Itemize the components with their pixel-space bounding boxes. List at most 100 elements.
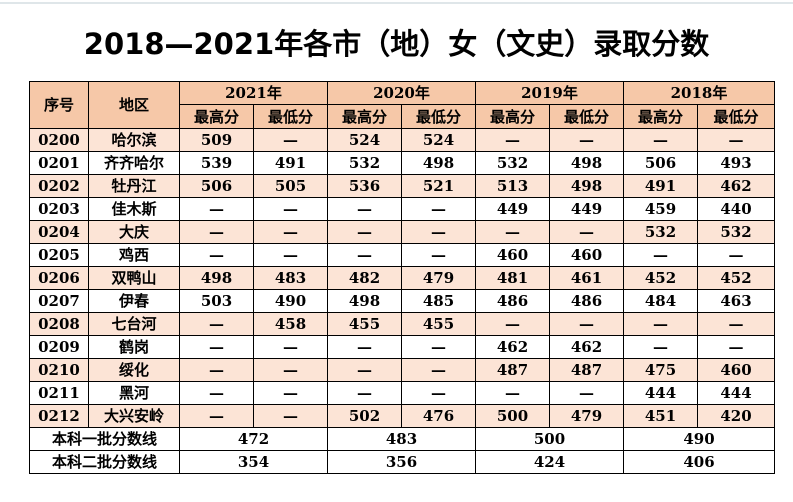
row-region: 绥化	[88, 358, 180, 382]
row-region: 七台河	[88, 312, 180, 336]
score-min: —	[253, 335, 328, 359]
row-region: 哈尔滨	[88, 128, 180, 152]
score-min: 458	[253, 312, 328, 336]
score-min: —	[697, 243, 775, 267]
score-min: 452	[697, 266, 775, 290]
score-max: 506	[179, 174, 254, 198]
score-max: 539	[179, 151, 254, 175]
row-region: 鹤岗	[88, 335, 180, 359]
row-region: 双鸭山	[88, 266, 180, 290]
row-region: 牡丹江	[88, 174, 180, 198]
score-max: —	[475, 312, 550, 336]
header-min: 最低分	[401, 104, 476, 129]
score-max: —	[623, 128, 698, 152]
score-max: 487	[475, 358, 550, 382]
score-max: —	[179, 197, 254, 221]
score-min: 460	[549, 243, 624, 267]
score-min: 490	[253, 289, 328, 313]
row-region: 黑河	[88, 381, 180, 405]
score-max: 532	[623, 220, 698, 244]
row-code: 0208	[29, 312, 89, 336]
score-min: 420	[697, 404, 775, 428]
score-max: —	[179, 358, 254, 382]
score-max: —	[623, 243, 698, 267]
score-min: 462	[549, 335, 624, 359]
score-min: —	[697, 312, 775, 336]
score-max: 509	[179, 128, 254, 152]
batch-line-value: 483	[327, 427, 476, 451]
score-min: —	[549, 381, 624, 405]
header-max: 最高分	[179, 104, 254, 129]
row-region: 伊春	[88, 289, 180, 313]
score-max: —	[327, 381, 402, 405]
score-max: —	[623, 335, 698, 359]
score-min: 455	[401, 312, 476, 336]
table-row: 0204 大庆 — — — — — —532 532	[29, 220, 775, 244]
score-max: —	[179, 381, 254, 405]
header-max: 最高分	[327, 104, 402, 129]
score-min: 483	[253, 266, 328, 290]
header-min: 最低分	[549, 104, 624, 129]
score-max: —	[327, 335, 402, 359]
row-code: 0209	[29, 335, 89, 359]
score-max: 460	[475, 243, 550, 267]
row-code: 0200	[29, 128, 89, 152]
batch-line-value: 490	[623, 427, 775, 451]
score-min: 460	[697, 358, 775, 382]
score-min: —	[549, 312, 624, 336]
score-max: —	[327, 220, 402, 244]
score-max: —	[475, 381, 550, 405]
score-max: 506	[623, 151, 698, 175]
score-max: 482	[327, 266, 402, 290]
table-row: 0209 鹤岗 — — — —462 462— —	[29, 335, 775, 359]
score-max: 484	[623, 289, 698, 313]
score-max: 462	[475, 335, 550, 359]
table-row: 0203 佳木斯 — — — —449 449 459 440	[29, 197, 775, 221]
score-max: 486	[475, 289, 550, 313]
score-min: 461	[549, 266, 624, 290]
batch-line-value: 354	[179, 450, 328, 474]
score-max: 491	[623, 174, 698, 198]
table-row: 0207 伊春 503 490 498 485 486 486 484 463	[29, 289, 775, 313]
score-min: 498	[549, 151, 624, 175]
batch-line-label: 本科一批分数线	[29, 427, 180, 451]
row-code: 0205	[29, 243, 89, 267]
header-year-2018: 2018年	[623, 81, 775, 105]
batch-line-value: 406	[623, 450, 775, 474]
score-max: 455	[327, 312, 402, 336]
batch-line-row: 本科二批分数线 354 356 424 406	[29, 450, 775, 474]
row-region: 大庆	[88, 220, 180, 244]
score-max: 536	[327, 174, 402, 198]
row-code: 0203	[29, 197, 89, 221]
table-row: 0212 大兴安岭 — —502 476 500 479 451 420	[29, 404, 775, 428]
score-min: —	[253, 243, 328, 267]
table-row: 0201 齐齐哈尔 539 491 532 498 532 498 506 493	[29, 151, 775, 175]
score-min: —	[401, 358, 476, 382]
score-min: —	[253, 197, 328, 221]
score-min: 532	[697, 220, 775, 244]
score-max: 500	[475, 404, 550, 428]
row-code: 0202	[29, 174, 89, 198]
score-max: 524	[327, 128, 402, 152]
header-year-2020: 2020年	[327, 81, 476, 105]
header-max: 最高分	[475, 104, 550, 129]
score-max: 444	[623, 381, 698, 405]
score-max: 503	[179, 289, 254, 313]
table-row: 0200 哈尔滨 509—524 524— — — —	[29, 128, 775, 152]
score-max: —	[623, 312, 698, 336]
score-max: 475	[623, 358, 698, 382]
score-max: 532	[475, 151, 550, 175]
score-min: 449	[549, 197, 624, 221]
score-min: —	[253, 381, 328, 405]
score-max: 532	[327, 151, 402, 175]
score-max: —	[327, 358, 402, 382]
score-min: —	[401, 335, 476, 359]
score-min: 487	[549, 358, 624, 382]
row-region: 大兴安岭	[88, 404, 180, 428]
batch-line-label: 本科二批分数线	[29, 450, 180, 474]
row-code: 0211	[29, 381, 89, 405]
score-max: —	[179, 243, 254, 267]
score-min: —	[697, 128, 775, 152]
header-year-2019: 2019年	[475, 81, 624, 105]
score-min: —	[253, 404, 328, 428]
